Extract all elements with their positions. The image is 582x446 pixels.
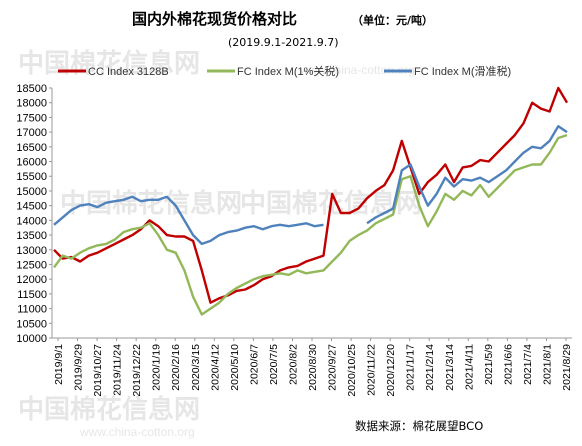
data-source-note: 数据来源：棉花展望BCO bbox=[355, 419, 483, 433]
chart-subtitle: (2019.9.1-2021.9.7) bbox=[228, 36, 339, 49]
y-tick-label: 18000 bbox=[16, 98, 47, 110]
x-tick-label: 2019/12/22 bbox=[131, 344, 143, 397]
x-tick-label: 2019/9/1 bbox=[53, 344, 65, 385]
y-tick-label: 11000 bbox=[17, 304, 47, 316]
y-tick-label: 13000 bbox=[16, 245, 47, 257]
y-tick-label: 11500 bbox=[17, 289, 47, 301]
x-tick-label: 2020/12/20 bbox=[385, 344, 397, 397]
x-tick-label: 2020/1/19 bbox=[151, 344, 163, 391]
y-tick-label: 18500 bbox=[16, 83, 47, 95]
chart-title: 国内外棉花现货价格对比 bbox=[132, 10, 297, 28]
x-tick-label: 2020/2/16 bbox=[170, 344, 182, 391]
watermark-url: www.china-cotton.org bbox=[299, 63, 415, 77]
y-tick-label: 12500 bbox=[16, 259, 47, 271]
x-tick-label: 2019/9/29 bbox=[73, 344, 85, 391]
series-line-2 bbox=[366, 124, 568, 225]
x-tick-label: 2021/6/6 bbox=[502, 344, 514, 385]
x-tick-label: 2021/2/14 bbox=[424, 344, 436, 391]
y-tick-label: 12000 bbox=[16, 274, 47, 286]
x-tick-label: 2020/8/2 bbox=[287, 344, 299, 385]
x-tick-label: 2019/10/27 bbox=[92, 344, 104, 397]
y-tick-label: 14000 bbox=[16, 215, 47, 227]
x-tick-label: 2020/11/22 bbox=[366, 344, 378, 396]
y-tick-label: 17000 bbox=[16, 127, 47, 139]
x-axis-ticks: 2019/9/1 2019/9/29 2019/10/27 2019/11/24 201… bbox=[53, 338, 573, 397]
x-tick-label: 2020/7/5 bbox=[268, 344, 280, 385]
y-tick-label: 16000 bbox=[16, 157, 47, 169]
series-layer bbox=[53, 86, 569, 316]
x-tick-label: 2021/7/4 bbox=[522, 344, 534, 385]
y-tick-label: 10000 bbox=[16, 333, 47, 345]
y-tick-label: 14500 bbox=[16, 201, 47, 213]
y-tick-label: 17500 bbox=[16, 112, 47, 124]
x-tick-label: 2019/11/24 bbox=[112, 344, 124, 396]
x-tick-label: 2020/8/30 bbox=[307, 344, 319, 391]
x-tick-label: 2020/4/12 bbox=[209, 344, 221, 391]
legend-label-fc-index-sliding: FC Index M(滑准税) bbox=[414, 64, 511, 78]
x-tick-label: 2021/5/9 bbox=[483, 344, 495, 385]
x-tick-label: 2021/8/1 bbox=[541, 344, 553, 385]
x-tick-label: 2020/10/25 bbox=[346, 344, 358, 397]
y-tick-label: 13500 bbox=[16, 230, 47, 242]
x-tick-label: 2020/5/10 bbox=[229, 344, 241, 391]
series-line-0 bbox=[53, 86, 569, 304]
watermark-text: 中国棉花信息网 bbox=[18, 394, 200, 425]
watermark-text: 中国棉花信息网 bbox=[18, 48, 200, 79]
series-line-1 bbox=[53, 133, 568, 316]
y-tick-label: 15500 bbox=[16, 171, 47, 183]
x-tick-label: 2021/1/17 bbox=[405, 344, 417, 391]
x-tick-label: 2020/3/15 bbox=[190, 344, 202, 391]
legend-label-cc-index: CC Index 3128B bbox=[88, 66, 169, 78]
x-tick-label: 2020/9/27 bbox=[327, 344, 339, 391]
chart-unit-label: （单位：元/吨） bbox=[352, 13, 433, 27]
y-tick-label: 16500 bbox=[16, 142, 47, 154]
y-tick-label: 15000 bbox=[16, 186, 47, 198]
x-tick-label: 2021/4/11 bbox=[463, 344, 475, 390]
legend: CC Index 3128B FC Index M(1%关税) FC Index… bbox=[58, 64, 511, 78]
x-tick-label: 2021/8/29 bbox=[561, 344, 573, 391]
series-line-2 bbox=[53, 195, 324, 246]
y-axis-ticks: 10000 10500 11000 11500 12000 12500 13000 13500… bbox=[16, 83, 52, 345]
x-tick-label: 2021/3/14 bbox=[444, 344, 456, 391]
legend-label-fc-index-1pct: FC Index M(1%关税) bbox=[237, 64, 339, 78]
x-tick-label: 2020/6/7 bbox=[248, 344, 260, 385]
watermark-url: www.china-cotton.org bbox=[79, 425, 195, 439]
y-tick-label: 10500 bbox=[16, 318, 47, 330]
